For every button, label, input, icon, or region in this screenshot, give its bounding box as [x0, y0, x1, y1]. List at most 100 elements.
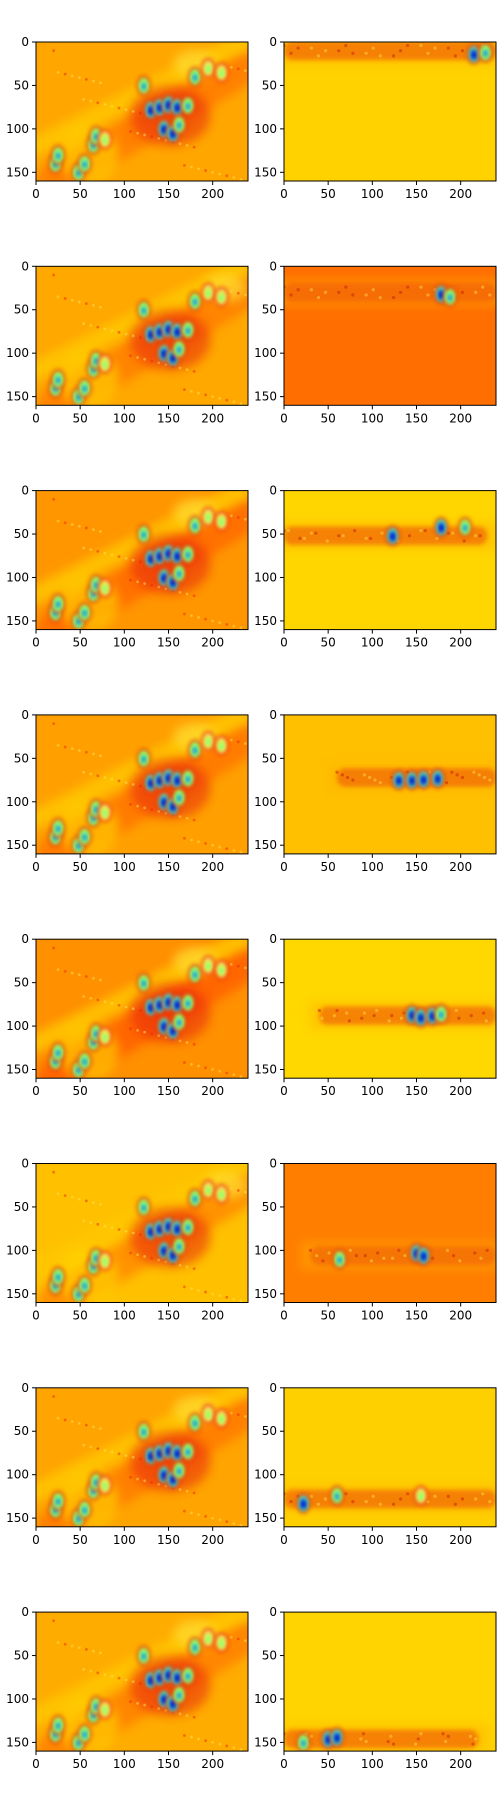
panel-r7-c1-speckle-12	[225, 1520, 229, 1523]
panel-r6-c2-speckle-5	[445, 1248, 450, 1252]
panel-r7-c2-hotspot-0	[296, 1493, 311, 1514]
panel-r5-c1-speckle-11	[178, 1039, 182, 1043]
panel-r4-c2-speckle-17	[482, 775, 487, 780]
panel-r6-c1-hotspot-15	[172, 1236, 187, 1257]
panel-r8-c1-image	[36, 1612, 248, 1752]
panel-r5-c2-speckle-22	[390, 1014, 394, 1018]
panel-r1-c2-hotspot-1	[478, 42, 493, 63]
panel-r6-c2-speckle-9	[369, 1259, 374, 1263]
panel-r7-c2-speckle-15	[481, 1492, 485, 1496]
panel-r3-c1-speckle-9	[84, 526, 88, 530]
panel-r8-c2-speckle-5	[419, 1732, 423, 1736]
panel-r4-c1-speckle-31	[143, 806, 147, 810]
panel-r2-c2-speckle-2	[337, 290, 341, 294]
panel-r1-c1-ytick-label-0: 0	[21, 35, 29, 49]
panel-r7-c1-speckle-27	[150, 1481, 154, 1484]
panel-r5-c1-speckle-17	[70, 971, 74, 975]
panel-r2-c1-hotspot-1	[51, 369, 66, 390]
panel-r5-c1-speckle-13	[77, 973, 81, 977]
panel-r7-c1-speckle-1	[99, 1427, 102, 1431]
panel-r2-c1-xtick-label-0: 0	[32, 411, 40, 425]
panel-r8-c1-frame	[35, 1611, 249, 1752]
panel-r7-c2-xtick-label-4: 200	[449, 1533, 472, 1547]
panel-r7-c1-speckle-32	[190, 1511, 193, 1515]
panel-r8-c1-speckle-10	[131, 1680, 135, 1683]
panel-r2-c1-hotspot-17	[201, 282, 216, 303]
panel-r8-c1-speckle-30	[96, 1671, 100, 1675]
panel-r4-c1-speckle-24	[204, 842, 208, 845]
panel-r1-c1-ytick-label-2: 100	[6, 122, 29, 136]
panel-r7-c2-speckle-18	[351, 1500, 355, 1504]
panel-r7-c1-speckle-36	[183, 1509, 186, 1513]
panel-r1-c1-speckle-8	[232, 176, 236, 179]
panel-r6-c1-xtick-label-4: 200	[201, 1309, 224, 1323]
panel-r3-c1-frame	[35, 490, 249, 631]
panel-r4-c2: 0 50 100 150 200 0 50 100 150	[254, 708, 497, 874]
panel-r4-c2-speckle-5	[472, 770, 476, 774]
panel-r8-c2-band-halo	[284, 1724, 489, 1752]
panel-r8-c1-xtick-label-3: 150	[157, 1757, 180, 1771]
panel-r2-c1-hotspot-6	[97, 353, 112, 374]
panel-r3-c1-speckle-13	[77, 524, 81, 528]
panel-r3-c2-speckle-15	[286, 528, 291, 533]
panel-r3-c2-speckle-11	[380, 531, 384, 535]
panel-r2-c1-speckle-37	[229, 290, 233, 293]
panel-r3-c1-speckle-31	[143, 582, 147, 585]
panel-r5-c1-speckle-30	[96, 998, 100, 1002]
panel-r4-c1-speckle-9	[84, 750, 88, 754]
panel-r2-c1-frame	[35, 265, 249, 406]
panel-r7-c1-speckle-16	[218, 1518, 222, 1522]
panel-r6-c1-speckle-30	[96, 1222, 100, 1226]
panel-r4-c1-speckle-3	[192, 818, 196, 822]
panel-r8-c1-hotspot-18	[214, 1632, 229, 1653]
panel-r4-c1-xtick-label-4: 200	[201, 860, 224, 874]
panel-r3-c2-speckle-3	[364, 536, 368, 540]
panel-r7-c2-speckle-20	[406, 1492, 410, 1496]
panel-r6-c1: 0 50 100 150 200 0 50 100 150	[6, 1157, 249, 1323]
panel-r2-c2-speckle-19	[378, 295, 382, 300]
panel-r1-c2-ytick-label-3: 150	[254, 165, 277, 179]
panel-r7-c1-hotspot-15	[172, 1460, 187, 1481]
panel-r7-c1-hotspot-18	[214, 1408, 229, 1429]
panel-r1-c1-speckle-36	[183, 163, 186, 167]
panel-r2-c2-hotspot-1	[443, 286, 458, 307]
panel-r1-c1-speckle-30	[96, 101, 100, 105]
panel-r5-c1-hotspot-18	[214, 959, 229, 980]
panel-r8-c2-image	[284, 1612, 496, 1752]
panel-r6-c1-xtick-label-1: 50	[73, 1309, 88, 1323]
panel-r3-c1-speckle-7	[185, 592, 189, 596]
panel-r4-c1-speckle-1	[99, 754, 102, 758]
panel-r6-c1-image	[36, 1163, 248, 1303]
panel-r5-c2-speckle-6	[482, 1011, 486, 1015]
panel-r4-c2-speckle-11	[477, 773, 481, 777]
panel-r6-c1-speckle-34	[89, 1221, 93, 1224]
panel-r2-c1-speckle-16	[218, 396, 222, 400]
panel-r3-c2-background	[284, 490, 496, 630]
panel-r6-c2-xtick-label-4: 200	[449, 1309, 472, 1323]
panel-r3-c1-xtick-label-2: 100	[113, 636, 136, 650]
panel-r2-c1: 0 50 100 150 200 0 50 100 150	[6, 259, 249, 425]
panel-r1-c1-speckle-9	[84, 77, 88, 81]
panel-r7-c1-speckle-11	[178, 1488, 182, 1491]
panel-r8-c1-ytick-label-2: 100	[6, 1692, 29, 1706]
panel-r8-c2-ytick-label-0: 0	[269, 1605, 277, 1619]
panel-r5-c2: 0 50 100 150 200 0 50 100 150	[254, 932, 497, 1098]
panel-r8-c2-xtick-label-2: 100	[361, 1757, 384, 1771]
panel-r1-c2-speckle-12	[399, 49, 403, 53]
panel-r7-c1-speckle-17	[70, 1420, 74, 1424]
panel-r2-c1-speckle-10	[131, 334, 135, 338]
panel-r6-c1-speckle-37	[229, 1187, 233, 1191]
panel-r5-c1-xtick-label-3: 150	[157, 1084, 180, 1098]
panel-r1-c1-speckle-16	[218, 172, 222, 176]
panel-r6-c1-speckle-18	[117, 1228, 121, 1231]
panel-r6-c1-speckle-17	[70, 1195, 74, 1199]
panel-r3-c1-ytick-label-2: 100	[6, 570, 29, 584]
panel-r6-c2-speckle-21	[327, 1251, 331, 1255]
panel-r3-c2-frame	[283, 490, 497, 631]
panel-r2-c2-image	[284, 266, 496, 406]
panel-r6-c2-xtick-label-3: 150	[405, 1309, 428, 1323]
panel-r2-c1-speckle-5	[92, 303, 95, 307]
panel-r4-c1: 0 50 100 150 200 0 50 100 150	[6, 708, 249, 874]
panel-r2-c1-speckle-33	[236, 291, 240, 295]
panel-r3-c2-speckle-16	[314, 531, 318, 535]
